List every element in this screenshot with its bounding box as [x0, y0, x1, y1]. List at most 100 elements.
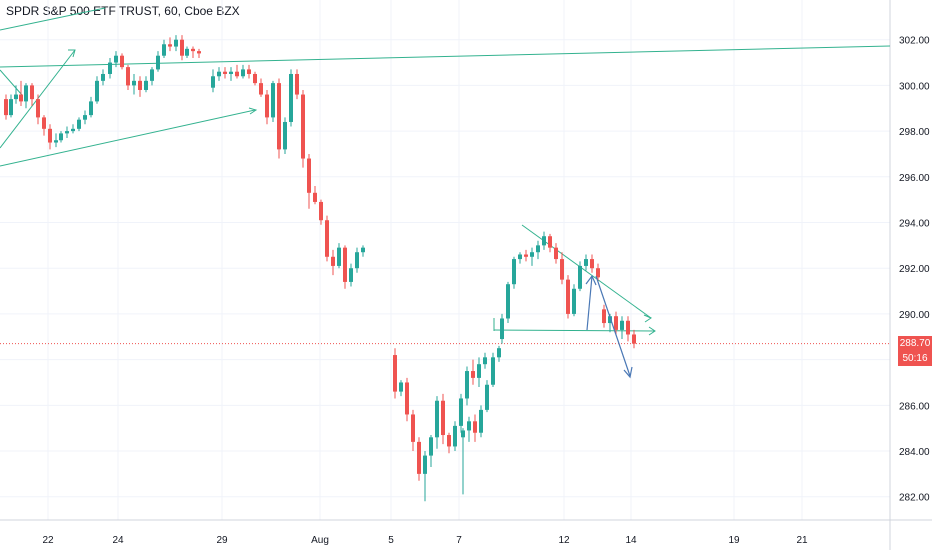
- candle: [429, 435, 433, 468]
- time-tick-label: 22: [42, 535, 54, 546]
- candle: [343, 245, 347, 289]
- candle: [42, 115, 46, 136]
- candle-body: [343, 247, 347, 282]
- candle-body: [500, 318, 504, 340]
- candle-body: [313, 192, 317, 202]
- candle: [174, 35, 178, 52]
- candle: [168, 37, 172, 52]
- candle: [283, 117, 287, 154]
- trendline-arrowhead: [643, 314, 653, 323]
- candle-body: [491, 357, 495, 385]
- price-axis[interactable]: 282.00284.00286.00288.00290.00292.00294.…: [899, 36, 930, 504]
- candle-body: [548, 236, 552, 248]
- drawn-arrows[interactable]: [585, 274, 633, 379]
- candle-body: [265, 94, 269, 118]
- candle: [554, 243, 558, 264]
- candle-body: [138, 80, 142, 90]
- candle: [162, 39, 166, 58]
- candle-body: [441, 400, 445, 436]
- candle-body: [19, 94, 23, 102]
- candle-body: [271, 83, 275, 118]
- candle: [4, 94, 8, 120]
- time-tick-label: 19: [728, 535, 740, 546]
- candle: [65, 126, 69, 138]
- price-tick-label: 284.00: [899, 447, 930, 458]
- candle-body: [596, 268, 600, 278]
- candle: [620, 316, 624, 340]
- candle-body: [71, 128, 75, 132]
- price-tick-label: 286.00: [899, 401, 930, 412]
- candle: [95, 76, 99, 104]
- candle-body: [9, 99, 13, 116]
- candle-body: [614, 316, 618, 330]
- candle: [471, 359, 475, 385]
- candle: [71, 124, 75, 134]
- candle: [542, 231, 546, 250]
- candle-body: [319, 201, 323, 221]
- candle: [223, 67, 227, 79]
- candle-body: [393, 355, 397, 392]
- bar-countdown-label: 50:16: [898, 350, 932, 366]
- forecast-arrow-up-head: [585, 274, 597, 286]
- candle: [265, 89, 269, 125]
- candle-body: [101, 73, 105, 81]
- candle-body: [399, 382, 403, 392]
- time-axis[interactable]: 22 24 29 Aug 5 7 12 14 19 21: [42, 535, 808, 546]
- candle-body: [211, 76, 215, 88]
- candle-body: [65, 131, 69, 134]
- candle-body: [465, 371, 469, 399]
- candle-body: [42, 117, 46, 129]
- candle: [89, 96, 93, 118]
- time-tick-label: 21: [796, 535, 808, 546]
- candle-body: [77, 119, 81, 129]
- forecast-arrow-up: [586, 275, 593, 331]
- trendline-arrowhead: [68, 49, 76, 58]
- candle: [578, 261, 582, 292]
- trendline-triangle-upper: [521, 224, 652, 319]
- candle: [120, 53, 124, 70]
- candle: [101, 69, 105, 86]
- drawn-trendlines[interactable]: [0, 7, 891, 345]
- candle: [83, 110, 87, 125]
- forecast-arrow-down: [595, 275, 631, 377]
- candle-body: [197, 51, 201, 54]
- candle-body: [572, 288, 576, 314]
- price-tick-label: 296.00: [899, 173, 930, 184]
- candle-body: [467, 421, 471, 431]
- candle-body: [174, 39, 178, 47]
- candle-body: [632, 334, 636, 344]
- candle-body: [95, 80, 99, 102]
- candle: [566, 275, 570, 319]
- candle: [138, 76, 142, 97]
- candle-body: [471, 371, 475, 378]
- candle-body: [530, 252, 534, 257]
- time-tick-label: 12: [558, 535, 570, 546]
- candle-body: [554, 247, 558, 260]
- candle: [24, 83, 28, 109]
- time-tick-label: Aug: [311, 535, 329, 546]
- candle: [483, 352, 487, 369]
- chart-title: SPDR S&P 500 ETF TRUST, 60, Cboe BZX: [6, 4, 240, 18]
- candle-body: [180, 39, 184, 56]
- candle-body: [477, 364, 481, 378]
- candle-body: [235, 71, 239, 77]
- candle-body: [325, 220, 329, 257]
- candle: [325, 215, 329, 262]
- trendline-horizontal: [0, 45, 891, 68]
- candle-body: [241, 69, 245, 77]
- candle: [512, 256, 516, 289]
- candle-body: [608, 316, 612, 324]
- last-price-label: 288.70: [898, 335, 932, 351]
- candle-body: [578, 265, 582, 289]
- candle: [144, 76, 148, 93]
- candle: [349, 263, 353, 287]
- candle: [467, 416, 471, 442]
- candle: [247, 64, 251, 79]
- forecast-arrow-down-head: [623, 366, 633, 379]
- candle: [632, 329, 636, 349]
- price-tick-label: 290.00: [899, 310, 930, 321]
- candle-body: [295, 73, 299, 95]
- candle: [295, 69, 299, 100]
